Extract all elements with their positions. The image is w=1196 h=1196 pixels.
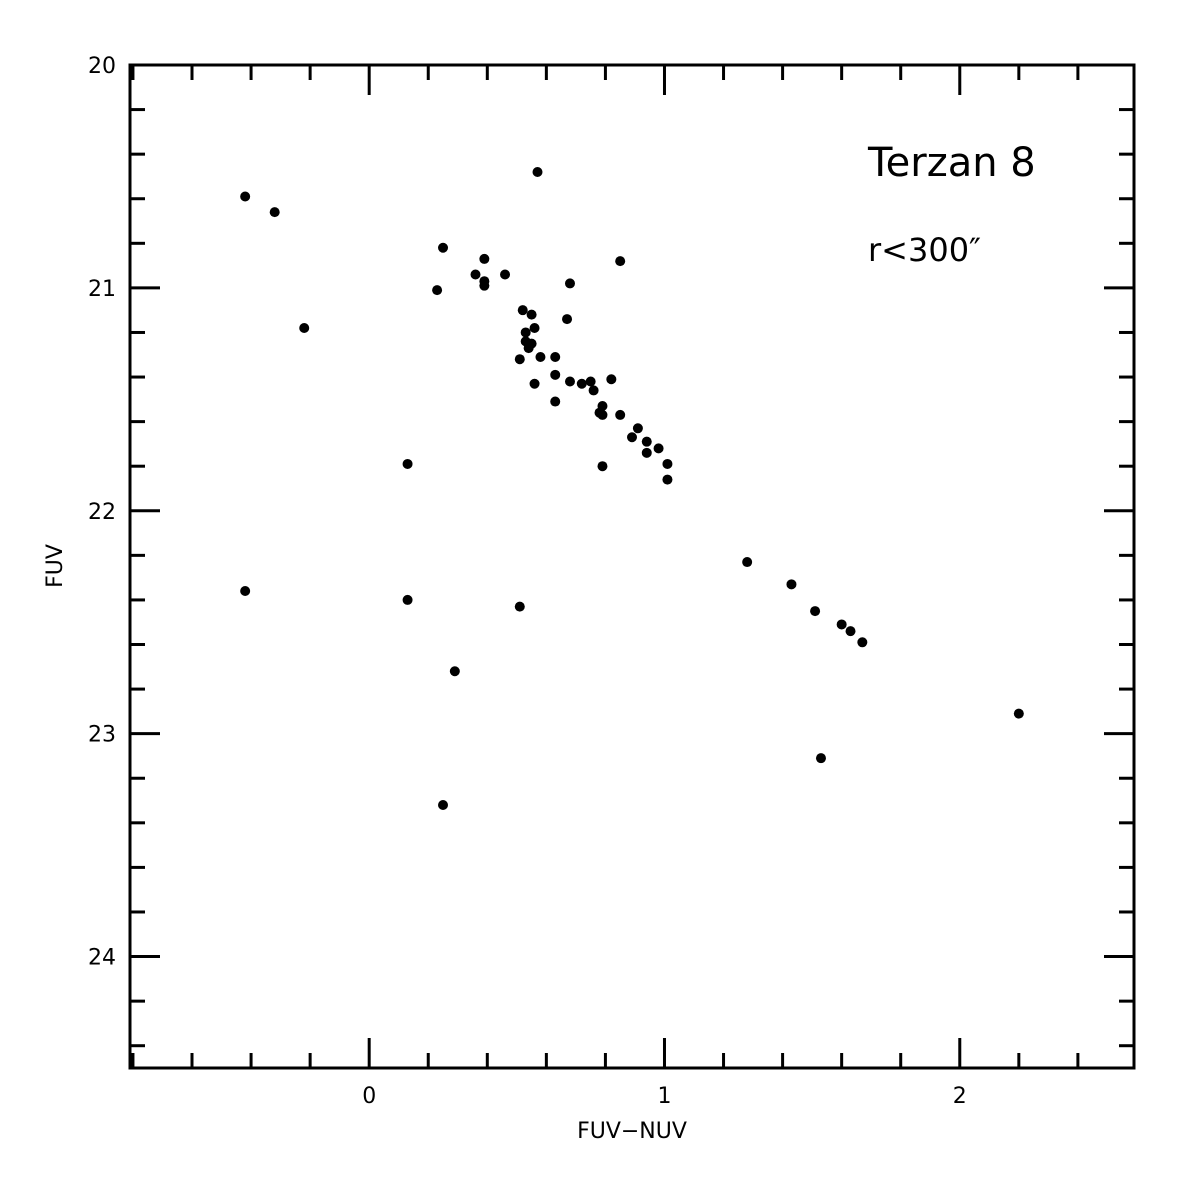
data-point	[402, 594, 413, 605]
data-point	[742, 557, 753, 568]
data-point	[585, 376, 596, 387]
x-axis-label: FUV−NUV	[577, 1119, 687, 1144]
data-point	[523, 343, 534, 354]
data-points	[240, 166, 1024, 810]
data-point	[550, 351, 561, 362]
data-point	[269, 207, 280, 218]
data-point	[438, 799, 449, 810]
data-point	[517, 305, 528, 316]
data-point	[438, 242, 449, 253]
data-point	[500, 269, 511, 280]
axis-tick-labels: 0 1 2 20 21 22 23 24	[88, 54, 967, 1109]
data-point	[857, 637, 868, 648]
data-point	[653, 443, 664, 454]
data-point	[479, 280, 490, 291]
data-point	[632, 423, 643, 434]
y-tick-label: 23	[88, 723, 116, 748]
data-point	[550, 396, 561, 407]
data-point	[588, 385, 599, 396]
data-point	[627, 432, 637, 443]
y-axis-label: FUV	[43, 544, 68, 588]
y-tick-label: 22	[88, 500, 116, 525]
data-point	[299, 323, 310, 334]
data-point	[564, 278, 575, 289]
annotation-cluster-name: Terzan 8	[867, 140, 1036, 186]
data-point	[662, 474, 673, 485]
data-point	[576, 378, 587, 389]
y-tick-label: 20	[88, 54, 116, 79]
data-point	[662, 458, 673, 469]
data-point	[845, 626, 856, 637]
x-tick-label: 2	[953, 1084, 967, 1109]
data-point	[786, 579, 797, 590]
data-point	[641, 447, 652, 458]
data-point	[240, 191, 251, 202]
y-tick-label: 24	[88, 946, 116, 971]
data-point	[535, 351, 546, 362]
data-point	[836, 619, 847, 630]
data-point	[815, 753, 826, 764]
data-point	[1013, 708, 1024, 719]
data-point	[564, 376, 575, 387]
data-point	[526, 309, 537, 320]
data-point	[470, 269, 481, 280]
data-point	[597, 409, 608, 420]
annotation-radius: r<300″	[868, 231, 981, 269]
x-tick-label: 0	[362, 1084, 376, 1109]
data-point	[432, 285, 443, 296]
axis-ticks	[130, 63, 1134, 1068]
data-point	[615, 409, 626, 420]
data-point	[240, 586, 251, 597]
data-point	[449, 666, 460, 677]
plot-frame	[128, 63, 1136, 1070]
data-point	[532, 166, 543, 177]
data-point	[562, 314, 573, 325]
data-point	[550, 369, 561, 380]
data-point	[597, 461, 608, 472]
data-point	[479, 253, 490, 264]
data-point	[641, 436, 652, 447]
data-point	[520, 327, 531, 338]
data-point	[402, 458, 413, 469]
y-tick-label: 21	[88, 277, 116, 302]
data-point	[615, 256, 626, 267]
data-point	[514, 601, 525, 612]
data-point	[529, 323, 540, 334]
data-point	[529, 378, 540, 389]
data-point	[514, 354, 525, 365]
data-point	[810, 606, 821, 617]
x-tick-label: 1	[657, 1084, 671, 1109]
data-point	[606, 374, 617, 385]
